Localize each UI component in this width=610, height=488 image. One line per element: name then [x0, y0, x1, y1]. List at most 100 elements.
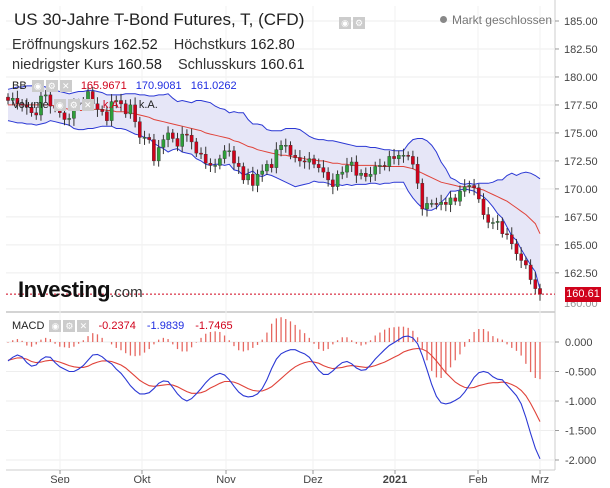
volume-value-2: k.A. [138, 99, 158, 111]
candle-body [415, 164, 420, 184]
candle-body [147, 137, 152, 140]
candle-body [495, 221, 500, 223]
candle-body [250, 174, 255, 186]
status-dot-icon [439, 16, 447, 23]
candle-body [467, 185, 472, 187]
candle-body [364, 172, 368, 177]
candle-body [538, 288, 542, 295]
candle-body [43, 94, 48, 97]
candle-body [448, 197, 453, 205]
eye-icon[interactable]: ◉ [31, 80, 44, 93]
candle-body [307, 158, 312, 163]
candle-body [199, 152, 203, 155]
candle-body [20, 103, 24, 106]
price-tick-label: 182.50 [564, 44, 598, 56]
time-tick-label: 2021 [383, 474, 407, 483]
price-tick-label: 167.50 [564, 212, 598, 224]
title-icons[interactable]: ◉ ⚙ [337, 14, 365, 32]
brand-name: Investing [18, 277, 111, 302]
candle-body [349, 161, 354, 166]
gear-icon[interactable]: ⚙ [45, 80, 58, 93]
candle-body [378, 165, 382, 167]
candle-body [514, 243, 519, 254]
eye-icon[interactable]: ◉ [339, 16, 351, 29]
candle-body [486, 214, 491, 223]
candle-body [246, 174, 250, 181]
gear-icon[interactable]: ⚙ [63, 320, 76, 333]
candle-body [458, 190, 462, 202]
candle-body [302, 160, 307, 163]
candle-body [298, 157, 302, 162]
time-tick-label: Feb [469, 474, 488, 483]
candle-body [510, 234, 514, 245]
close-value: 160.61 [260, 57, 305, 73]
gear-icon[interactable]: ⚙ [353, 16, 365, 29]
candle-body [218, 158, 222, 166]
candle-body [241, 166, 246, 181]
macd-signal-line [7, 347, 541, 422]
macd-hist-value: -0.2374 [98, 320, 136, 332]
candle-body [166, 132, 170, 140]
candle-body [180, 133, 185, 147]
candle-body [420, 183, 425, 210]
candle-body [505, 233, 509, 235]
volume-label: Volume [12, 99, 49, 111]
brand-suffix: .com [110, 284, 143, 301]
macd-indicator-row[interactable]: MACD ◉ ⚙ ✕ -0.2374 -1.9839 -1.7465 [12, 320, 233, 333]
candle-body [533, 279, 538, 289]
close-icon[interactable]: ✕ [59, 80, 72, 93]
investing-logo: Investing.com [18, 277, 143, 303]
candle-body [491, 222, 495, 224]
high-label: Höchstkurs [173, 37, 247, 53]
open-label: Eröffnungskurs [12, 37, 110, 53]
candle-body [500, 221, 505, 234]
candle-body [133, 104, 137, 122]
candle-body [95, 103, 100, 110]
candle-body [255, 174, 260, 186]
bb-lower-value: 161.0262 [190, 80, 237, 92]
candle-body [213, 165, 218, 167]
candle-body [406, 155, 411, 157]
candle-body [109, 101, 114, 121]
candle-body [194, 141, 199, 154]
close-icon[interactable]: ✕ [81, 99, 94, 112]
candle-body [6, 96, 10, 101]
bb-upper-value: 170.9081 [135, 80, 182, 92]
candle-body [321, 167, 326, 173]
candle-body [519, 253, 523, 261]
macd-tick-label: -1.500 [565, 426, 596, 438]
candle-body [340, 171, 345, 175]
price-tick-label: 185.00 [564, 16, 598, 28]
candle-body [203, 153, 208, 164]
macd-label: MACD [12, 320, 45, 332]
candle-body [462, 186, 467, 192]
candle-body [477, 187, 481, 200]
candle-body [326, 171, 330, 181]
candle-body [260, 170, 265, 175]
high-value: 162.80 [250, 37, 295, 53]
low-value: 160.58 [117, 57, 162, 73]
candle-body [382, 165, 387, 167]
gear-icon[interactable]: ⚙ [67, 99, 80, 112]
eye-icon[interactable]: ◉ [49, 320, 62, 333]
open-value: 162.52 [113, 37, 158, 53]
candle-body [208, 162, 213, 166]
candle-body [528, 264, 533, 280]
candle-body [331, 179, 335, 187]
candle-body [39, 95, 43, 116]
candle-body [175, 138, 180, 147]
macd-tick-label: -2.000 [565, 455, 596, 467]
price-tick-label: 177.50 [564, 100, 598, 112]
candle-body [274, 149, 279, 168]
candle-body [10, 97, 15, 101]
close-label: Schlusskurs [178, 57, 257, 73]
volume-indicator-row[interactable]: Volume ◉ ⚙ ✕ k.A. k.A. [12, 99, 158, 112]
candle-body [425, 203, 429, 210]
ohlc-row-2: niedrigster Kurs 160.58 Schlusskurs 160.… [12, 57, 305, 73]
bb-indicator-row[interactable]: BB ◉ ⚙ ✕ 165.9671 170.9081 161.0262 [12, 80, 237, 93]
time-tick-label: Sep [50, 474, 70, 483]
candle-body [279, 144, 283, 150]
candle-body [15, 97, 20, 104]
close-icon[interactable]: ✕ [77, 320, 90, 333]
eye-icon[interactable]: ◉ [53, 99, 66, 112]
